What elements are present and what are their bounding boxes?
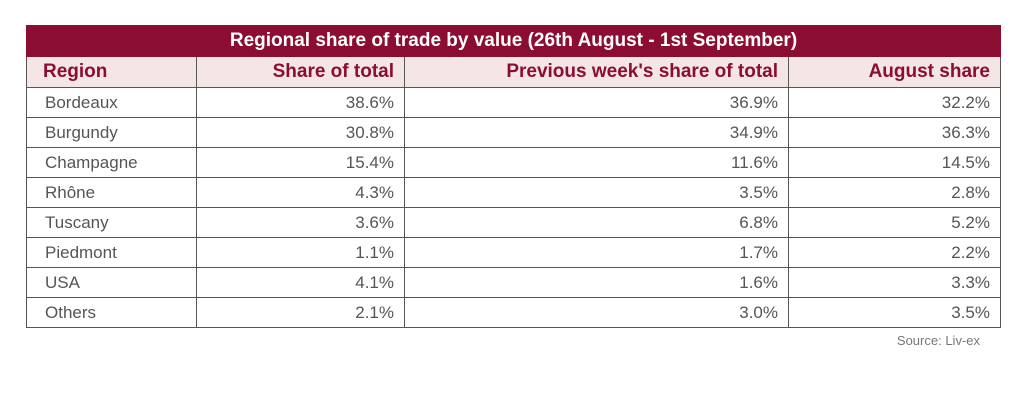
table-header-row: Region Share of total Previous week's sh… xyxy=(26,56,1001,88)
column-header-previous-week-share: Previous week's share of total xyxy=(404,56,789,88)
region-cell: Piedmont xyxy=(26,237,197,268)
column-header-share-of-total: Share of total xyxy=(196,56,405,88)
previous-week-share-cell: 34.9% xyxy=(404,117,789,148)
share-of-total-cell: 2.1% xyxy=(196,297,405,328)
region-cell: Champagne xyxy=(26,147,197,178)
share-of-total-cell: 1.1% xyxy=(196,237,405,268)
trade-share-table-container: Regional share of trade by value (26th A… xyxy=(26,25,1001,328)
region-cell: USA xyxy=(26,267,197,298)
share-of-total-cell: 3.6% xyxy=(196,207,405,238)
column-header-august-share: August share xyxy=(788,56,1001,88)
table-row: Others 2.1% 3.0% 3.5% xyxy=(26,297,1001,328)
previous-week-share-cell: 3.0% xyxy=(404,297,789,328)
region-cell: Tuscany xyxy=(26,207,197,238)
august-share-cell: 3.3% xyxy=(788,267,1001,298)
table-row: Bordeaux 38.6% 36.9% 32.2% xyxy=(26,87,1001,118)
previous-week-share-cell: 1.7% xyxy=(404,237,789,268)
previous-week-share-cell: 3.5% xyxy=(404,177,789,208)
region-cell: Rhône xyxy=(26,177,197,208)
august-share-cell: 2.8% xyxy=(788,177,1001,208)
region-cell: Others xyxy=(26,297,197,328)
table-row: Champagne 15.4% 11.6% 14.5% xyxy=(26,147,1001,178)
source-note: Source: Liv-ex xyxy=(896,333,980,348)
region-cell: Burgundy xyxy=(26,117,197,148)
table-row: Piedmont 1.1% 1.7% 2.2% xyxy=(26,237,1001,268)
column-header-region: Region xyxy=(26,56,197,88)
table-row: Rhône 4.3% 3.5% 2.8% xyxy=(26,177,1001,208)
previous-week-share-cell: 1.6% xyxy=(404,267,789,298)
table-row: USA 4.1% 1.6% 3.3% xyxy=(26,267,1001,298)
august-share-cell: 5.2% xyxy=(788,207,1001,238)
august-share-cell: 2.2% xyxy=(788,237,1001,268)
share-of-total-cell: 15.4% xyxy=(196,147,405,178)
table-row: Tuscany 3.6% 6.8% 5.2% xyxy=(26,207,1001,238)
previous-week-share-cell: 6.8% xyxy=(404,207,789,238)
previous-week-share-cell: 11.6% xyxy=(404,147,789,178)
share-of-total-cell: 4.3% xyxy=(196,177,405,208)
table-row: Burgundy 30.8% 34.9% 36.3% xyxy=(26,117,1001,148)
table-title-row: Regional share of trade by value (26th A… xyxy=(26,25,1001,57)
regional-share-table: Regional share of trade by value (26th A… xyxy=(26,25,1001,328)
august-share-cell: 3.5% xyxy=(788,297,1001,328)
august-share-cell: 32.2% xyxy=(788,87,1001,118)
table-title: Regional share of trade by value (26th A… xyxy=(26,25,1001,57)
previous-week-share-cell: 36.9% xyxy=(404,87,789,118)
august-share-cell: 36.3% xyxy=(788,117,1001,148)
share-of-total-cell: 4.1% xyxy=(196,267,405,298)
share-of-total-cell: 30.8% xyxy=(196,117,405,148)
august-share-cell: 14.5% xyxy=(788,147,1001,178)
share-of-total-cell: 38.6% xyxy=(196,87,405,118)
region-cell: Bordeaux xyxy=(26,87,197,118)
